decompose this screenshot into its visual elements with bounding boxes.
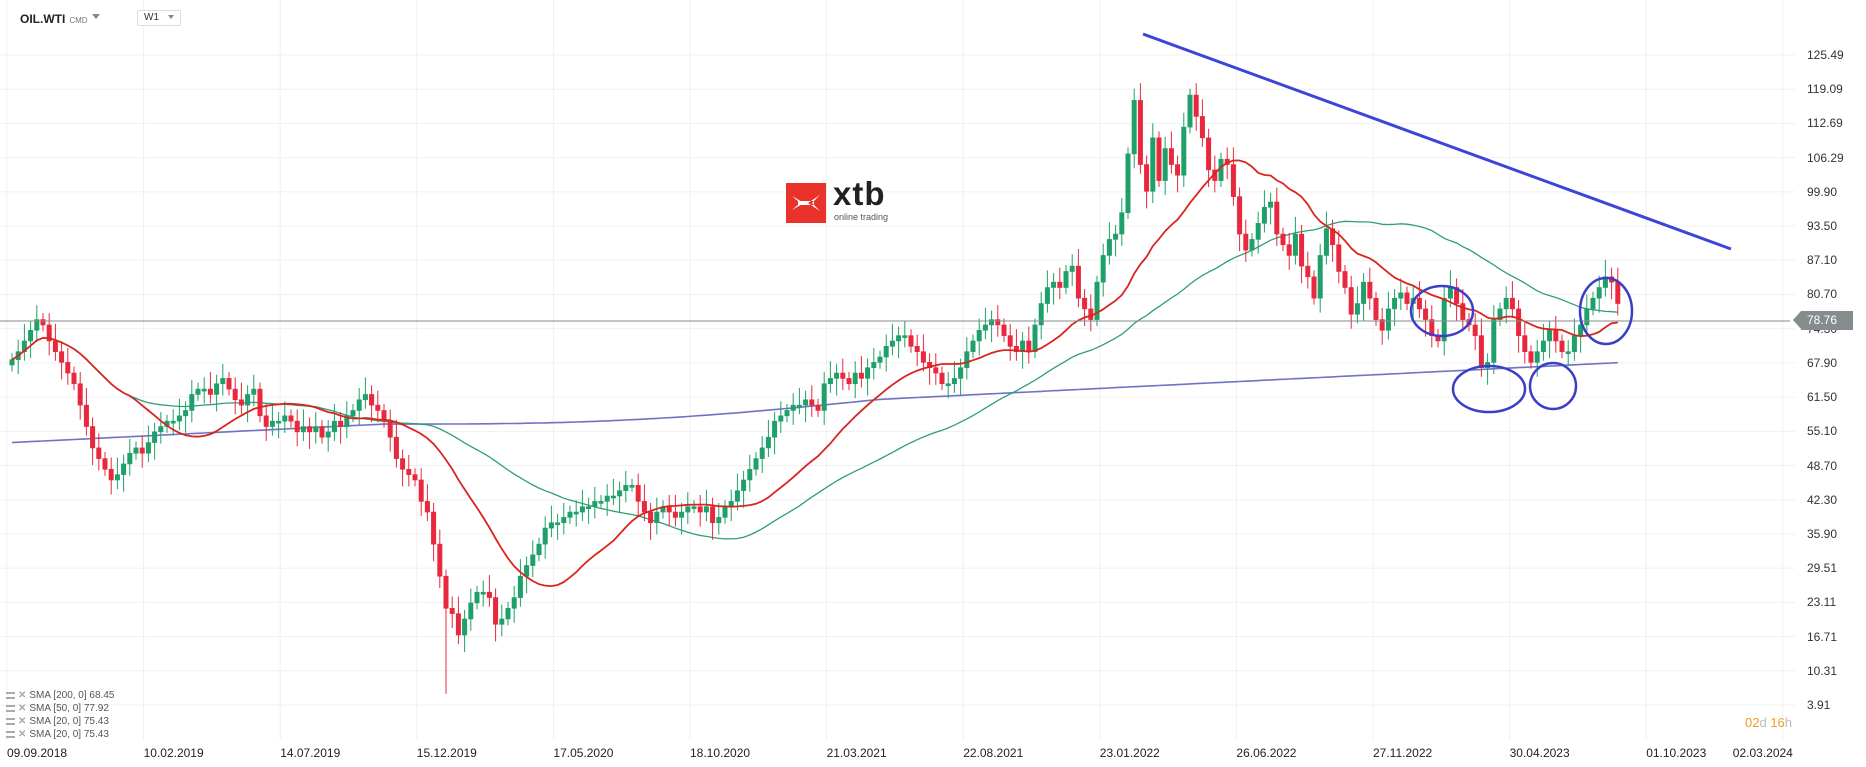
legend-sma-20b: ✕ SMA [20, 0] 75.43 <box>6 729 109 740</box>
time-tick-label: 21.03.2021 <box>826 746 887 760</box>
time-tick-label: 01.10.2023 <box>1646 746 1707 760</box>
time-tick-label: 23.01.2022 <box>1099 746 1160 760</box>
price-tick-label: 23.11 <box>1807 595 1837 610</box>
price-tick-label: 10.31 <box>1807 663 1838 678</box>
sma-50-line <box>11 220 1618 540</box>
chart-toolbar: OIL.WTI CMD W1 <box>0 0 1866 30</box>
price-tick-label: 61.50 <box>1807 390 1838 405</box>
price-tick-label: 3.91 <box>1807 698 1831 712</box>
time-tick-label: 10.02.2019 <box>143 746 204 760</box>
close-icon[interactable]: ✕ <box>18 729 27 740</box>
legend-sma-50: ✕ SMA [50, 0] 77.92 <box>6 703 109 714</box>
time-tick-label: 14.07.2019 <box>280 746 341 760</box>
settings-icon[interactable] <box>6 704 15 712</box>
price-tick-label: 55.10 <box>1807 424 1838 439</box>
close-icon[interactable]: ✕ <box>18 703 27 714</box>
price-tick-label: 112.69 <box>1807 116 1843 131</box>
ellipse-annotation <box>1578 276 1634 346</box>
candle-countdown: 02d 16h <box>1745 715 1793 730</box>
current-price-tag: 78.76 <box>1793 311 1853 330</box>
price-tick-label: 42.30 <box>1807 492 1838 507</box>
settings-icon[interactable] <box>6 730 15 738</box>
symbol-name: OIL.WTI <box>20 12 66 26</box>
sma-200-line <box>11 361 1618 444</box>
price-tick-label: 48.70 <box>1807 458 1838 473</box>
timeframe-select[interactable]: W1 <box>137 10 181 26</box>
price-tick-label: 35.90 <box>1807 526 1838 541</box>
price-tick-label: 80.70 <box>1807 287 1838 302</box>
price-tick-label: 29.51 <box>1807 561 1838 576</box>
legend-sma-200: ✕ SMA [200, 0] 68.45 <box>6 690 114 701</box>
ellipse-annotation <box>1528 361 1578 411</box>
time-tick-label: 22.08.2021 <box>963 746 1024 760</box>
symbol-type: CMD <box>69 16 88 25</box>
logo-tagline: online trading <box>834 212 889 222</box>
time-tick-label: 26.06.2022 <box>1236 746 1297 760</box>
logo-brand: xtb <box>833 175 886 212</box>
time-tick-label: 27.11.2022 <box>1373 746 1433 760</box>
price-tick-label: 99.90 <box>1807 184 1838 199</box>
price-tick-label: 16.71 <box>1807 629 1838 644</box>
settings-icon[interactable] <box>6 717 15 725</box>
grid-lines <box>0 0 1795 740</box>
price-tick-label: 119.09 <box>1807 82 1843 97</box>
close-icon[interactable]: ✕ <box>18 716 27 727</box>
price-tick-label: 106.29 <box>1807 150 1844 165</box>
xtb-logo-mark <box>786 183 826 223</box>
symbol-selector[interactable]: OIL.WTI CMD <box>20 12 88 26</box>
price-tick-label: 67.90 <box>1807 355 1838 370</box>
time-tick-label: 17.05.2020 <box>553 746 614 760</box>
time-tick-label: 02.03.2024 <box>1732 746 1793 760</box>
ellipse-annotation <box>1451 364 1527 414</box>
price-tick-label: 93.50 <box>1807 219 1838 234</box>
time-tick-label: 09.09.2018 <box>7 746 68 760</box>
time-tick-label: 30.04.2023 <box>1509 746 1570 760</box>
chevron-down-icon[interactable] <box>92 14 100 19</box>
trendline[interactable] <box>1142 32 1732 251</box>
settings-icon[interactable] <box>6 691 15 699</box>
price-tick-label: 125.49 <box>1807 48 1844 62</box>
close-icon[interactable]: ✕ <box>18 690 27 701</box>
sma-20-line <box>11 159 1618 588</box>
ellipse-annotation <box>1409 284 1475 338</box>
timeframe-value: W1 <box>144 12 159 23</box>
price-tick-label: 87.10 <box>1807 253 1838 268</box>
chevron-down-icon <box>168 15 174 19</box>
legend-sma-20: ✕ SMA [20, 0] 75.43 <box>6 716 109 727</box>
time-tick-label: 18.10.2020 <box>690 746 751 760</box>
annotation-ellipses[interactable] <box>1409 276 1634 414</box>
time-tick-label: 15.12.2019 <box>416 746 477 760</box>
